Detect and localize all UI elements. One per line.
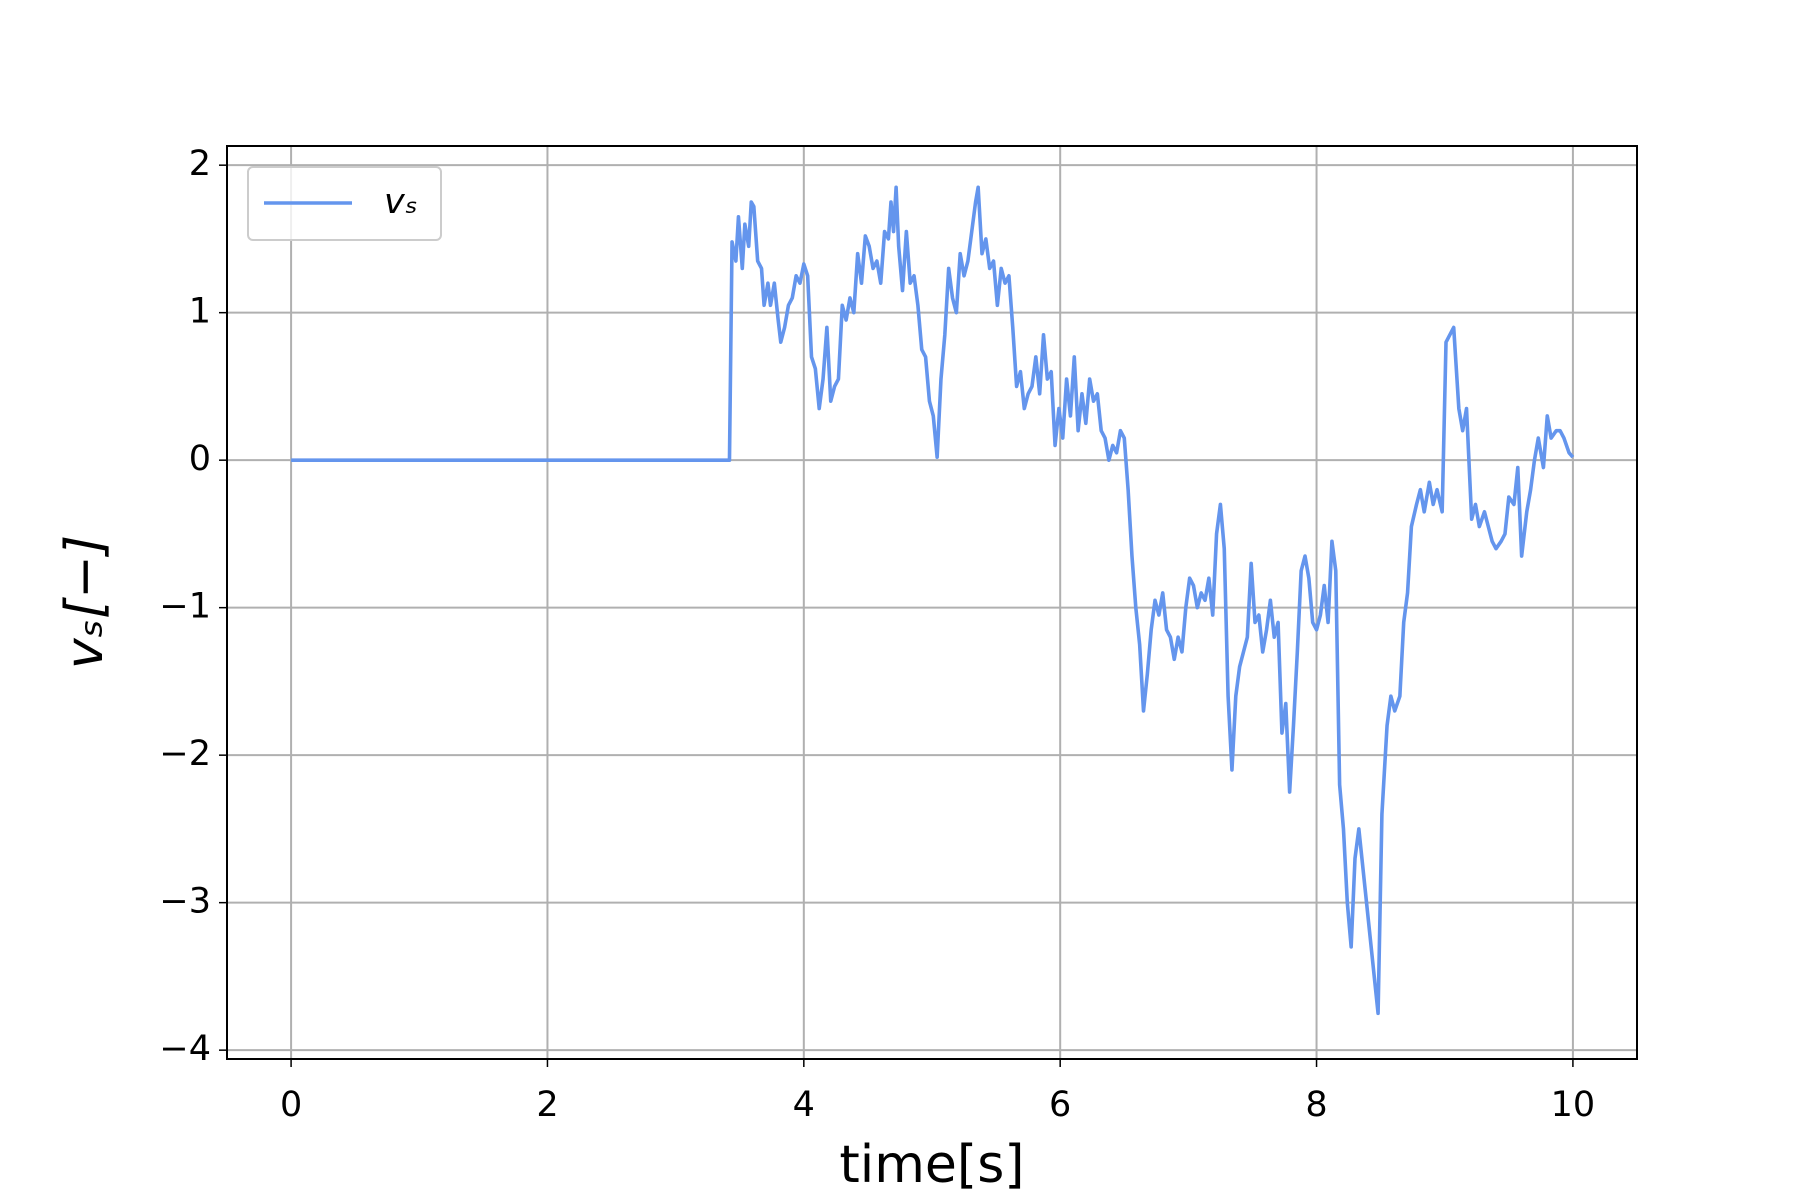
y-axis-label: vₛ[−] — [55, 535, 115, 669]
y-tick-label: 1 — [189, 292, 211, 332]
y-tick-label: −4 — [159, 1029, 211, 1069]
x-axis-label: time[s] — [839, 1135, 1024, 1195]
x-tick-label: 10 — [1551, 1085, 1596, 1125]
x-tick-label: 0 — [280, 1085, 302, 1125]
y-tick-label: −1 — [159, 587, 211, 627]
x-tick-label: 6 — [1049, 1085, 1071, 1125]
y-tick-label: 2 — [189, 144, 211, 184]
y-tick-label: −2 — [159, 734, 211, 774]
legend-label: vₛ — [384, 182, 418, 222]
y-tick-label: −3 — [159, 882, 211, 922]
data-line — [291, 185, 1575, 1016]
plot-frame — [226, 145, 1638, 1060]
x-tick-label: 4 — [793, 1085, 815, 1125]
x-tick-label: 8 — [1305, 1085, 1327, 1125]
legend: vₛ — [247, 166, 442, 241]
x-tick-label: 2 — [536, 1085, 558, 1125]
y-tick-label: 0 — [189, 439, 211, 479]
